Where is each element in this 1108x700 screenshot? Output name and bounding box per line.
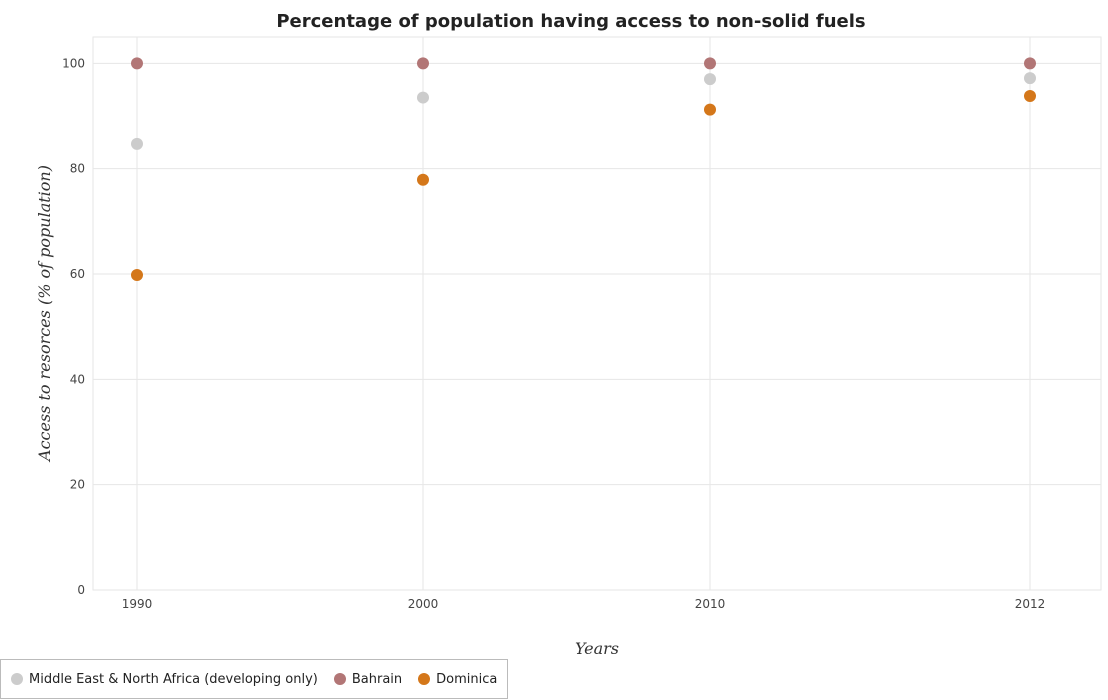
x-tick-labels: 1990 2000 2010 2012 — [122, 597, 1046, 611]
data-point-series-1 — [417, 57, 429, 70]
y-tick-labels: 0 20 40 60 80 100 — [62, 56, 85, 597]
legend-dot-dominica — [418, 673, 431, 685]
legend-dot-middle-east — [11, 673, 23, 685]
plot-area — [92, 36, 1102, 591]
x-axis-label: Years — [575, 639, 619, 658]
x-tick-label: 2012 — [1015, 597, 1046, 611]
data-points — [131, 57, 1036, 282]
y-tick-label: 20 — [70, 478, 85, 492]
gridlines — [93, 37, 1101, 591]
chart-title: Percentage of population having access t… — [276, 11, 865, 32]
data-point-series-1 — [1024, 57, 1036, 70]
data-point-series-1 — [131, 57, 143, 70]
data-point-series-0 — [417, 91, 429, 104]
y-tick-label: 100 — [62, 56, 85, 70]
data-point-series-1 — [704, 57, 716, 70]
legend-item-bahrain: Bahrain — [333, 671, 403, 687]
legend-label-dominica: Dominica — [436, 671, 498, 687]
x-tick-label: 2000 — [408, 597, 439, 611]
y-tick-label: 80 — [70, 162, 85, 176]
legend: Middle East & North Africa (developing o… — [0, 659, 509, 699]
data-point-series-2 — [417, 173, 429, 186]
y-tick-label: 40 — [70, 372, 85, 386]
data-point-series-0 — [1024, 72, 1036, 85]
y-axis-label: Access to resorces (% of population) — [35, 165, 54, 463]
data-point-series-0 — [704, 73, 716, 86]
data-point-series-0 — [131, 137, 143, 150]
legend-item-middle-east: Middle East & North Africa (developing o… — [11, 672, 318, 687]
legend-label-middle-east: Middle East & North Africa (developing o… — [29, 671, 318, 687]
legend-label-bahrain: Bahrain — [351, 671, 403, 687]
x-tick-label: 1990 — [122, 597, 153, 611]
y-tick-label: 60 — [70, 267, 85, 281]
data-point-series-2 — [704, 103, 716, 116]
y-tick-label: 0 — [77, 583, 85, 597]
legend-item-dominica: Dominica — [418, 672, 497, 687]
data-point-series-2 — [131, 269, 143, 282]
x-tick-label: 2010 — [695, 597, 726, 611]
legend-dot-bahrain — [333, 673, 346, 685]
data-point-series-2 — [1024, 89, 1036, 102]
